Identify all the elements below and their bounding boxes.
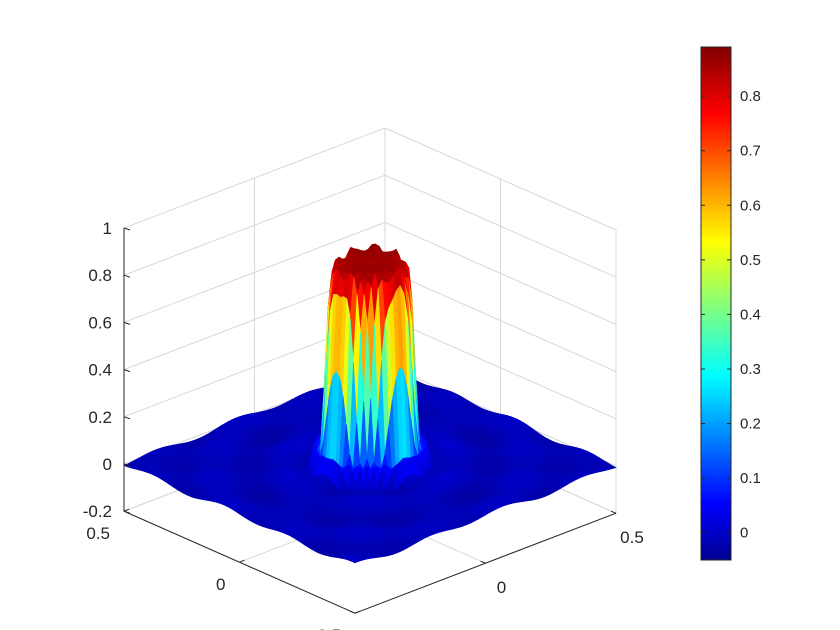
z-tick-mark bbox=[123, 227, 131, 231]
x-tick-mark bbox=[480, 560, 486, 564]
y-tick-label: -0.5 bbox=[312, 626, 341, 630]
colorbar-tick-label: 0.2 bbox=[740, 416, 761, 433]
colorbar-tick-label: 0.3 bbox=[740, 361, 761, 378]
colorbar-tick-label: 0.5 bbox=[740, 252, 761, 269]
z-tick-label: 0.2 bbox=[88, 408, 112, 427]
colorbar-tick-label: 0.8 bbox=[740, 88, 761, 105]
colorbar-tick-label: 0.6 bbox=[740, 197, 761, 214]
z-tick-label: 0.8 bbox=[88, 266, 112, 285]
z-tick-label: -0.2 bbox=[83, 502, 112, 521]
colorbar-tick-label: 0.7 bbox=[740, 143, 761, 160]
z-tick-label: 0.6 bbox=[88, 313, 112, 332]
y-tick-mark bbox=[239, 559, 245, 563]
surface bbox=[123, 243, 617, 564]
x-tick-label: 0 bbox=[497, 578, 506, 597]
colorbar-tick-label: 0.4 bbox=[740, 306, 761, 323]
colorbar-bar bbox=[700, 46, 732, 561]
colorbar-tick-label: 0 bbox=[740, 525, 748, 542]
x-tick-mark bbox=[610, 510, 617, 514]
z-tick-mark bbox=[123, 416, 131, 420]
z-tick-mark bbox=[123, 274, 131, 278]
x-tick-label: 0.5 bbox=[620, 528, 644, 547]
z-tick-label: 0.4 bbox=[88, 361, 112, 380]
z-tick-mark bbox=[123, 369, 131, 373]
z-tick-label: 1 bbox=[103, 219, 112, 238]
colorbar-tick-label: 0.1 bbox=[740, 470, 761, 487]
z-tick-label: 0 bbox=[103, 455, 112, 474]
x-tick-mark bbox=[349, 610, 356, 614]
y-tick-label: 0 bbox=[216, 575, 225, 594]
y-tick-mark bbox=[354, 610, 361, 614]
colorbar: 0 0.1 0.2 0.3 0.4 0.5 0.6 0.7 0.8 bbox=[700, 46, 761, 561]
y-tick-label: 0.5 bbox=[86, 524, 110, 543]
y-tick-mark bbox=[123, 508, 130, 512]
z-tick-mark bbox=[123, 321, 131, 325]
